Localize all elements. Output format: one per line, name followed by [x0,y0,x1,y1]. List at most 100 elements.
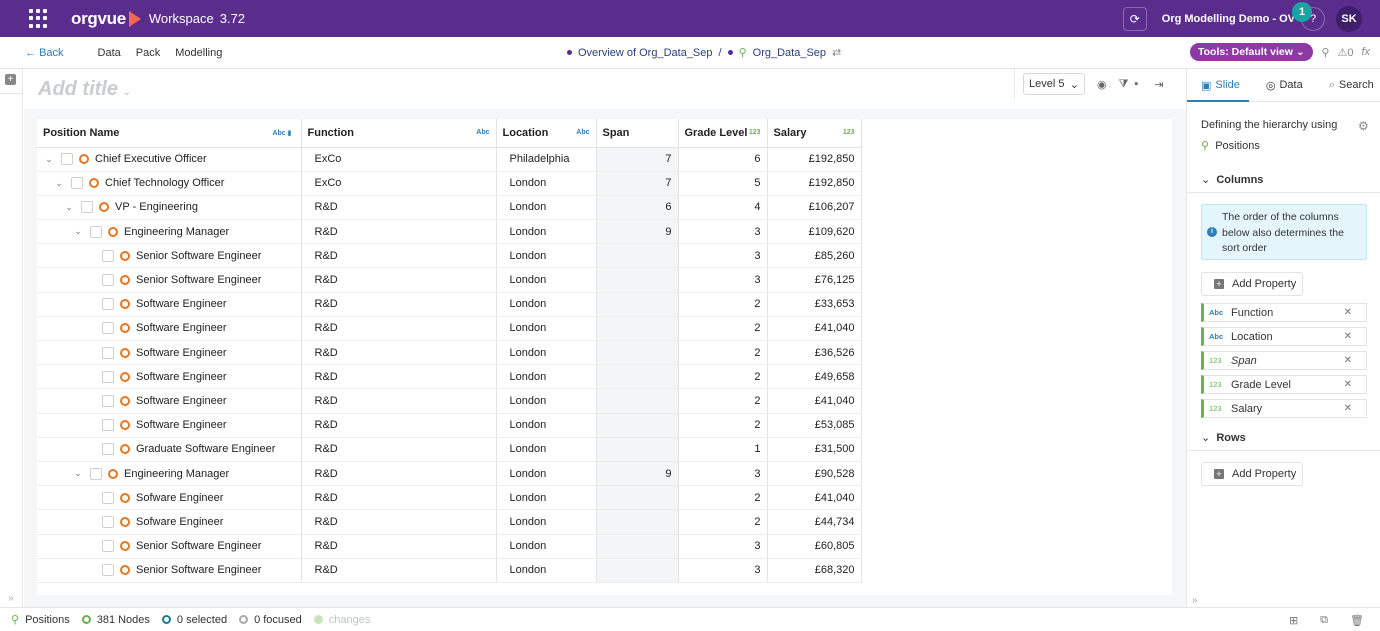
cell-span[interactable] [596,413,679,438]
cell-span[interactable] [596,534,679,559]
cell-location[interactable]: London [496,364,597,390]
table-row[interactable]: Senior Software Engineer R&D London 3 £76,12… [37,267,862,293]
row-checkbox[interactable] [90,225,102,238]
row-checkbox[interactable] [102,298,114,311]
table-row[interactable]: Sofware Engineer R&D London 2 £44,734 [37,509,862,535]
cell-salary[interactable]: £109,620 [767,219,862,245]
cell-position-name[interactable]: ⌄ Chief Technology Officer [37,171,302,196]
row-checkbox[interactable] [102,515,114,528]
rows-section-toggle[interactable]: ⌄ Rows [1201,431,1246,444]
cell-function[interactable]: R&D [301,437,497,462]
cell-location[interactable]: London [496,316,597,342]
column-property-span[interactable]: 123 Span ✕ [1201,351,1367,370]
breadcrumb-overview[interactable]: Overview of Org_Data_Sep [578,46,713,59]
cell-salary[interactable]: £33,653 [767,292,862,317]
row-checkbox[interactable] [90,467,102,480]
cell-location[interactable]: London [496,437,597,462]
table-row[interactable]: Software Engineer R&D London 2 £49,658 [37,364,862,390]
column-header-grade-level[interactable]: Grade Level 123 [678,119,768,148]
cell-salary[interactable]: £53,085 [767,413,862,438]
cell-location[interactable]: London [496,219,597,245]
cell-function[interactable]: R&D [301,340,497,366]
nav-item-pack[interactable]: Pack [135,46,161,59]
cell-grade-level[interactable]: 3 [678,243,768,269]
hierarchy-value[interactable]: ⚲ Positions [1201,140,1260,152]
cell-grade-level[interactable]: 2 [678,364,768,390]
cell-location[interactable]: London [496,267,597,293]
brand-logo[interactable]: orgvue [71,9,141,29]
back-button[interactable]: ← Back [25,47,64,59]
columns-section-toggle[interactable]: ⌄ Columns [1201,173,1263,186]
status-nodes[interactable]: 381 Nodes [81,614,150,626]
row-checkbox[interactable] [102,564,114,577]
column-header-function[interactable]: Function Abc [301,119,497,148]
cell-position-name[interactable]: ⌄ VP - Engineering [37,195,302,221]
cell-function[interactable]: R&D [301,534,497,559]
cell-salary[interactable]: £31,500 [767,437,862,462]
cell-span[interactable] [596,485,679,511]
row-checkbox[interactable] [102,443,114,456]
column-property-location[interactable]: Abc Location ✕ [1201,327,1367,346]
trash-icon[interactable]: 🗑 [1350,615,1364,627]
cell-grade-level[interactable]: 2 [678,340,768,366]
tab-slide[interactable]: ▣ Slide [1201,79,1240,92]
cell-salary[interactable]: £192,850 [767,171,862,196]
cell-function[interactable]: ExCo [301,171,497,196]
table-row[interactable]: Senior Software Engineer R&D London 3 £85,26… [37,243,862,269]
row-checkbox[interactable] [102,346,114,359]
table-row[interactable]: ⌄ Engineering Manager R&D London 9 3 £109,620 [37,219,862,245]
cell-salary[interactable]: £41,040 [767,316,862,342]
table-row[interactable]: Senior Software Engineer R&D London 3 £60,80… [37,534,862,559]
cell-span[interactable] [596,267,679,293]
cell-position-name[interactable]: Software Engineer [37,316,302,342]
cell-salary[interactable]: £36,526 [767,340,862,366]
cell-location[interactable]: London [496,388,597,414]
gear-icon[interactable]: ⚙ [1358,119,1369,133]
row-checkbox[interactable] [71,177,83,190]
cell-location[interactable]: London [496,195,597,221]
breadcrumb-dataset[interactable]: Org_Data_Sep [752,46,827,59]
expand-icon[interactable]: » [1192,595,1198,606]
remove-icon[interactable]: ✕ [1343,355,1352,366]
cell-position-name[interactable]: Senior Software Engineer [37,534,302,559]
nav-item-modelling[interactable]: Modelling [175,46,223,59]
remove-icon[interactable]: ✕ [1343,331,1352,342]
status-selected[interactable]: 0 selected [161,614,227,626]
chevron-down-icon[interactable]: ⌄ [45,153,53,164]
cell-span[interactable] [596,243,679,269]
export-icon[interactable]: ⇥ [1154,78,1164,91]
cell-grade-level[interactable]: 3 [678,558,768,583]
cell-function[interactable]: R&D [301,461,497,487]
add-icon[interactable]: ⊞ [1288,615,1299,627]
cell-grade-level[interactable]: 3 [678,461,768,487]
cell-position-name[interactable]: Software Engineer [37,388,302,414]
cell-location[interactable]: Philadelphia [496,147,597,172]
nav-item-data[interactable]: Data [97,46,121,59]
status-positions[interactable]: ⚲ Positions [11,613,70,627]
table-row[interactable]: Sofware Engineer R&D London 2 £41,040 [37,485,862,511]
cell-function[interactable]: R&D [301,509,497,535]
expand-icon[interactable]: » [8,593,14,604]
remove-icon[interactable]: ✕ [1343,403,1352,414]
remove-icon[interactable]: ✕ [1343,307,1352,318]
table-row[interactable]: Graduate Software Engineer R&D London 1 £31,… [37,437,862,462]
table-row[interactable]: Software Engineer R&D London 2 £41,040 [37,388,862,414]
column-property-grade-level[interactable]: 123 Grade Level ✕ [1201,375,1367,394]
alerts-indicator[interactable]: ⚠0 [1337,46,1353,59]
cell-position-name[interactable]: Senior Software Engineer [37,267,302,293]
cell-location[interactable]: London [496,171,597,196]
tools-view-dropdown[interactable]: Tools: Default view ⌄ [1190,43,1313,61]
cell-position-name[interactable]: Software Engineer [37,340,302,366]
row-checkbox[interactable] [102,249,114,262]
row-checkbox[interactable] [61,153,73,166]
status-focused[interactable]: 0 focused [239,614,302,626]
row-checkbox[interactable] [102,370,114,383]
cell-position-name[interactable]: ⌄ Engineering Manager [37,219,302,245]
column-property-function[interactable]: Abc Function ✕ [1201,303,1367,322]
tab-search[interactable]: ⌕ Search [1329,79,1374,92]
app-grid-icon[interactable] [29,8,49,29]
cell-span[interactable]: 6 [596,195,679,221]
cell-position-name[interactable]: Senior Software Engineer [37,558,302,583]
formula-icon[interactable]: fx [1361,46,1370,58]
add-row-property-button[interactable]: + Add Property [1201,462,1303,486]
